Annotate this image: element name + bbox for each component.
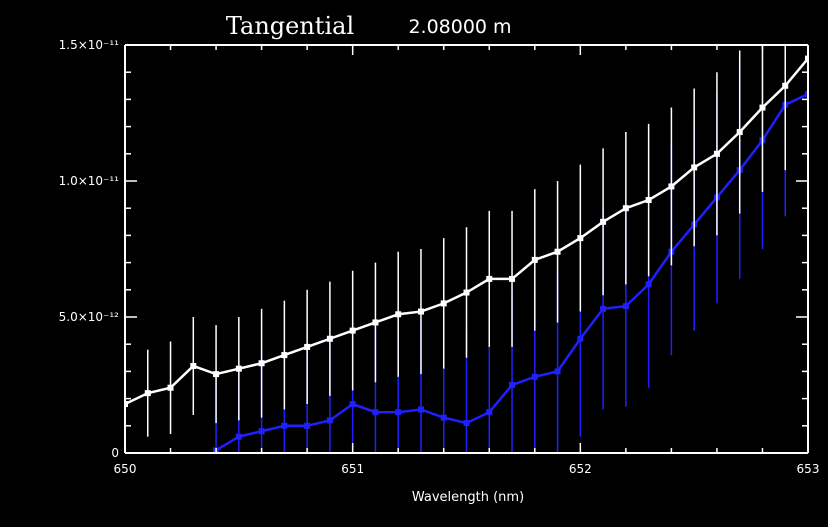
y-tick-label: 0 xyxy=(111,446,119,460)
data-point xyxy=(782,82,789,89)
x-axis-label: Wavelength (nm) xyxy=(412,490,524,505)
data-point xyxy=(577,335,584,342)
data-point xyxy=(167,384,174,391)
data-point xyxy=(258,428,265,435)
data-point xyxy=(509,275,516,282)
data-point xyxy=(281,352,288,359)
data-point xyxy=(326,417,333,424)
data-point xyxy=(645,197,652,204)
data-point xyxy=(554,248,561,255)
data-point xyxy=(691,164,698,171)
data-point xyxy=(463,289,470,296)
data-point xyxy=(668,183,675,190)
data-point xyxy=(349,327,356,334)
data-point xyxy=(372,409,379,416)
data-point xyxy=(417,308,424,315)
data-point xyxy=(486,409,493,416)
data-point xyxy=(440,300,447,307)
data-point xyxy=(531,256,538,263)
data-point xyxy=(349,401,356,408)
data-point xyxy=(531,373,538,380)
data-point xyxy=(509,382,516,388)
data-point xyxy=(144,390,151,397)
y-tick-label: 1.5×10⁻¹¹ xyxy=(59,38,120,52)
y-tick-label: 5.0×10⁻¹² xyxy=(59,310,120,324)
chart-title: Tangential xyxy=(226,12,354,40)
data-point xyxy=(395,409,402,416)
data-point xyxy=(463,420,470,427)
data-point xyxy=(805,55,808,62)
data-point xyxy=(190,362,197,369)
data-point xyxy=(258,360,265,367)
data-point xyxy=(600,305,607,312)
chart-subtitle: 2.08000 m xyxy=(408,16,511,38)
x-tick-label: 650 xyxy=(114,462,137,476)
x-tick-label: 653 xyxy=(797,462,820,476)
x-tick-label: 651 xyxy=(341,462,364,476)
data-point xyxy=(600,218,607,225)
data-point xyxy=(395,311,402,318)
series-group xyxy=(125,45,808,453)
data-point xyxy=(372,319,379,326)
data-point xyxy=(554,368,561,375)
data-point xyxy=(125,401,128,408)
data-point xyxy=(440,414,447,421)
data-point xyxy=(622,205,629,212)
data-point xyxy=(281,422,288,429)
data-point xyxy=(326,335,333,342)
y-tick-label: 1.0×10⁻¹¹ xyxy=(59,174,120,188)
data-point xyxy=(486,275,493,282)
data-point xyxy=(736,129,743,136)
data-point xyxy=(805,90,808,97)
data-point xyxy=(577,235,584,242)
data-point xyxy=(213,371,220,378)
data-point xyxy=(235,433,242,440)
data-point xyxy=(304,422,311,429)
axes: 650 651 652 653 0 5.0×10⁻¹² 1.0×10⁻¹¹ 1.5×10⁻¹¹ xyxy=(59,38,820,476)
x-tick-label: 652 xyxy=(569,462,592,476)
data-point xyxy=(622,303,629,310)
data-point xyxy=(645,281,652,288)
data-point xyxy=(759,104,766,111)
series-1 xyxy=(125,45,808,440)
data-point xyxy=(235,365,242,372)
plot-area xyxy=(125,45,808,453)
data-point xyxy=(304,343,311,350)
data-point xyxy=(713,150,720,157)
data-point xyxy=(417,406,424,413)
